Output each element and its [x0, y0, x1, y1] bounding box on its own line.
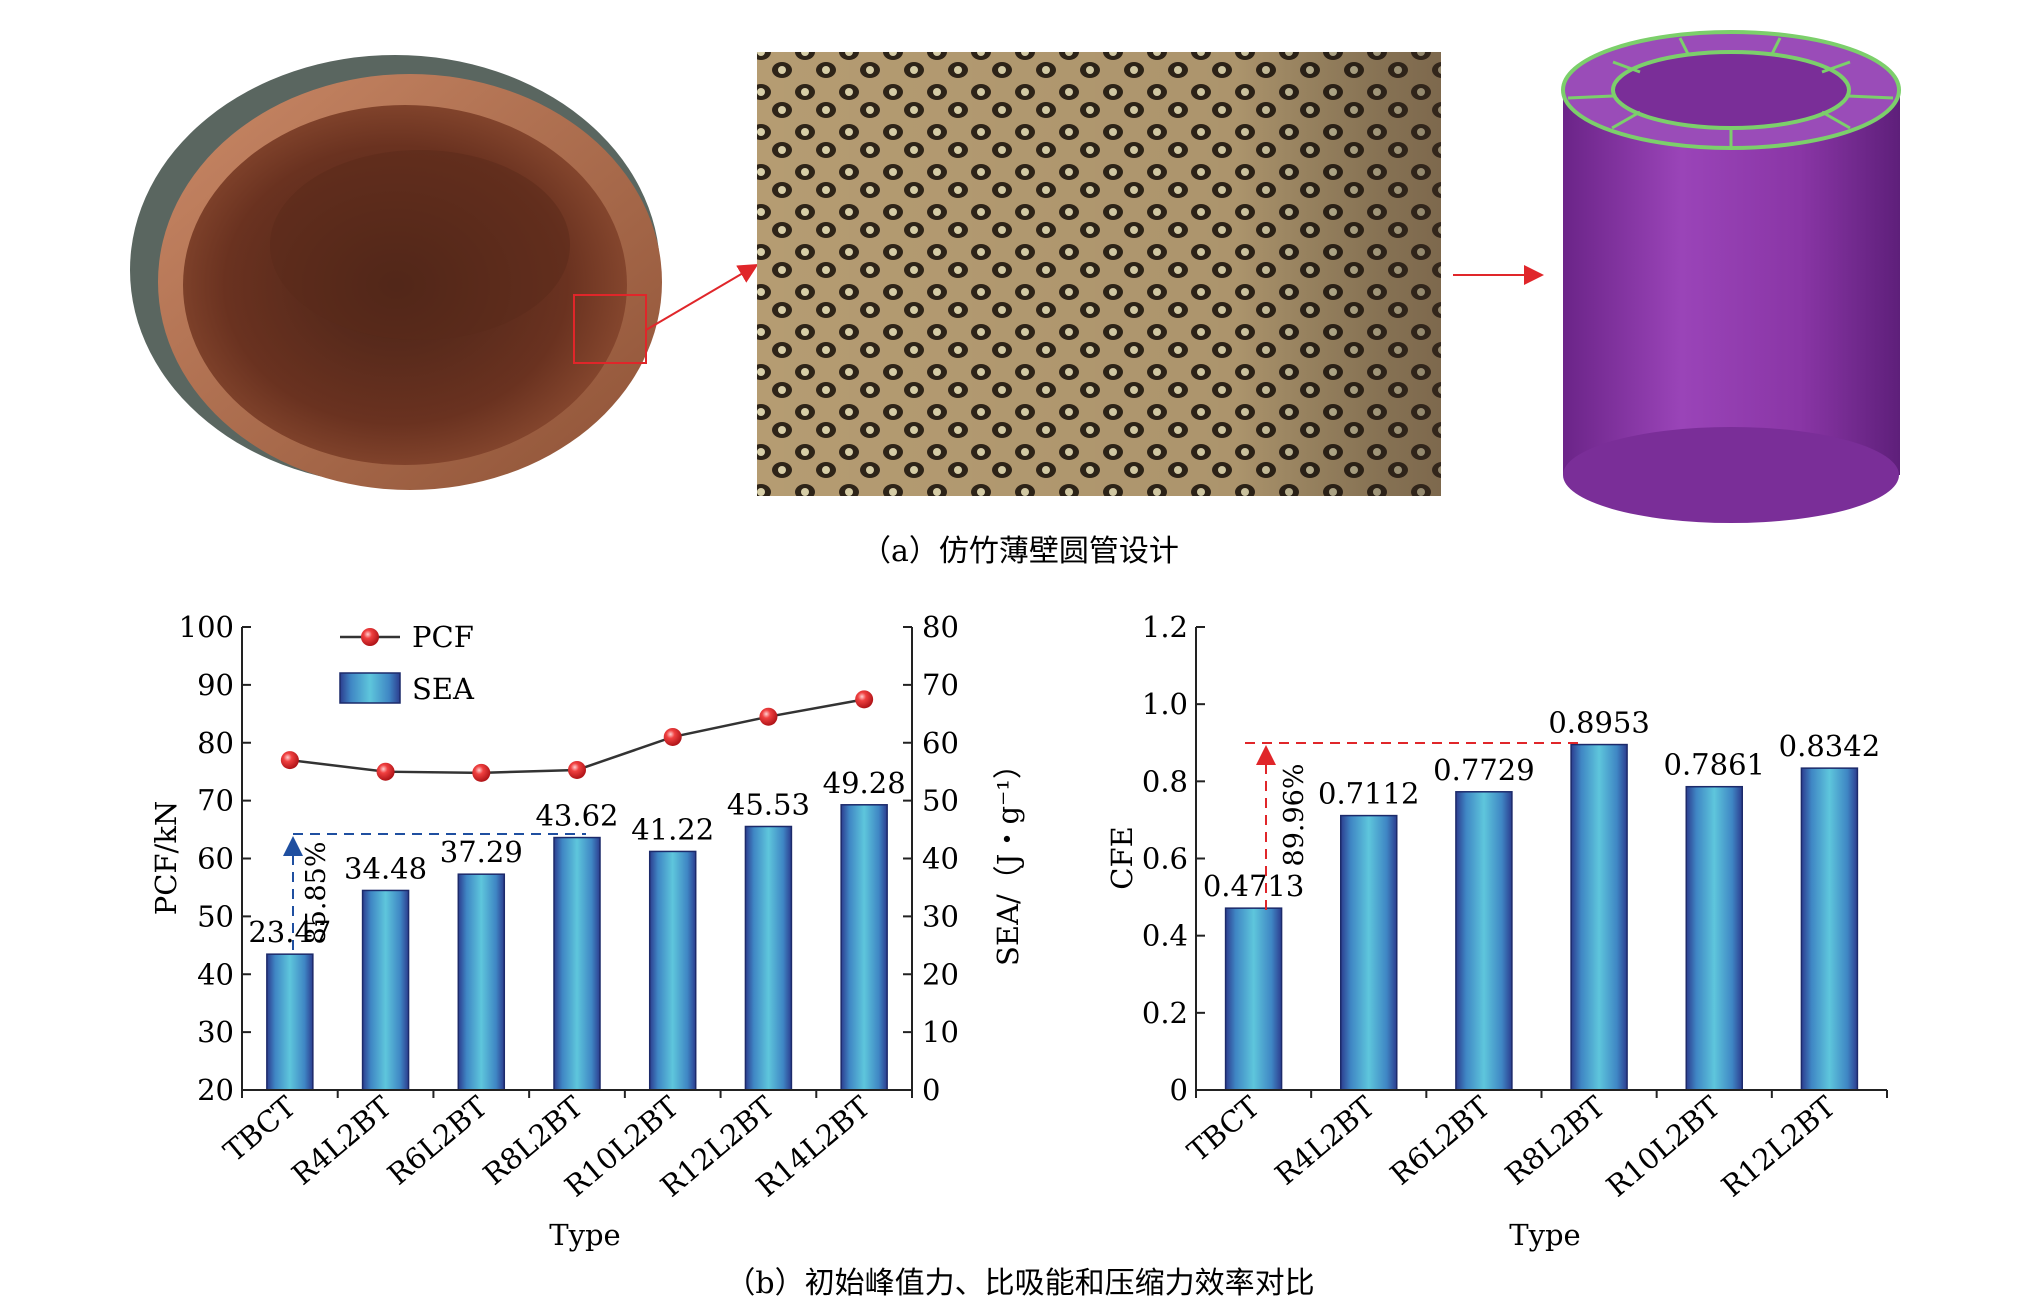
cfe-tick-label: 1.0 — [1142, 687, 1188, 721]
sea-increase-annotation: 85.85% — [301, 842, 332, 945]
sea-bar — [840, 804, 888, 1091]
cfe-bar — [1685, 785, 1743, 1091]
left-tick-label: 20 — [197, 1073, 234, 1107]
pcf-point — [376, 762, 395, 781]
pcf-point — [568, 760, 586, 779]
pcf-point — [472, 763, 491, 782]
right-tick-label: 80 — [922, 610, 959, 644]
cfe-increase-annotation: 89.96% — [1279, 764, 1310, 867]
left-tick-label: 50 — [197, 899, 234, 933]
left-tick-label: 40 — [197, 957, 234, 991]
sea-data-label: 49.28 — [823, 766, 906, 800]
legend-pcf-label: PCF — [412, 620, 474, 654]
left-tick-label: 60 — [197, 842, 234, 876]
sea-axis-title: SEA/（J・g⁻¹） — [991, 750, 1025, 966]
pcf-axis-title: PCF/kN — [149, 801, 183, 916]
sea-data-label: 23.47 — [248, 915, 331, 949]
cfe-tick-label: 0.4 — [1142, 919, 1188, 953]
cfe-data-label: 0.8342 — [1779, 729, 1880, 763]
sea-bar — [744, 825, 793, 1091]
cfe-bar — [1224, 907, 1283, 1091]
right-tick-label: 0 — [922, 1073, 940, 1107]
sea-data-label: 41.22 — [631, 812, 714, 846]
pcf-point — [855, 690, 874, 709]
right-tick-label: 40 — [922, 842, 959, 876]
category-label: R6L2BT — [1384, 1089, 1497, 1192]
cfe-data-label: 0.8953 — [1548, 706, 1649, 740]
pcf-point — [280, 751, 299, 770]
left-tick-label: 100 — [179, 610, 234, 644]
sea-bar — [457, 873, 506, 1091]
sea-bar — [648, 850, 697, 1091]
left-tick-label: 90 — [197, 668, 234, 702]
cfe-tick-label: 1.2 — [1142, 610, 1188, 644]
right-tick-label: 70 — [922, 668, 959, 702]
cfe-tick-label: 0 — [1170, 1073, 1188, 1107]
category-label: R6L2BT — [381, 1089, 494, 1192]
legend-sea-label: SEA — [412, 672, 475, 706]
cfe-tick-label: 0.2 — [1142, 996, 1188, 1030]
pcf-point — [759, 707, 778, 726]
caption-b: （b）初始峰值力、比吸能和压缩力效率对比 — [725, 1266, 1314, 1301]
right-tick-label: 20 — [922, 957, 959, 991]
left-tick-label: 70 — [197, 784, 234, 818]
right-tick-label: 30 — [922, 899, 959, 933]
cfe-bar — [1340, 814, 1398, 1091]
category-label: R10L2BT — [1600, 1089, 1727, 1204]
category-label: R4L2BT — [285, 1089, 398, 1192]
cfe-data-label: 0.7729 — [1433, 753, 1534, 787]
cfe-tick-label: 0.6 — [1142, 842, 1188, 876]
cfe-axis-title: CFE — [1105, 826, 1139, 889]
cfe-bar — [1570, 743, 1628, 1091]
cfe-data-label: 0.7861 — [1664, 748, 1765, 782]
legend-sea-swatch — [339, 672, 401, 704]
bionic-tube-model — [1561, 30, 1901, 523]
caption-a: （a）仿竹薄壁圆管设计 — [861, 534, 1179, 569]
sea-data-label: 43.62 — [535, 799, 618, 833]
chart1-x-axis-title: Type — [549, 1218, 620, 1252]
right-tick-label: 10 — [922, 1015, 959, 1049]
cfe-tick-label: 0.8 — [1142, 764, 1188, 798]
category-label: R12L2BT — [1715, 1089, 1842, 1204]
sea-bar — [553, 836, 601, 1091]
category-label: R8L2BT — [1499, 1089, 1612, 1192]
cfe-bar — [1800, 767, 1859, 1091]
category-label: R4L2BT — [1268, 1089, 1381, 1192]
sea-data-label: 34.48 — [344, 851, 427, 885]
sea-bar — [266, 953, 314, 1091]
chart2-x-axis-title: Type — [1509, 1218, 1580, 1252]
legend-pcf-marker — [361, 628, 379, 646]
zoom-pointer-arrow — [645, 263, 759, 331]
sea-bar — [361, 889, 410, 1091]
cfe-chart: 1.2 1.0 0.8 0.6 0.4 0.2 0 TBCT R4L2BT R6L2BT R8L2… — [1105, 610, 1888, 1252]
right-tick-label: 50 — [922, 784, 959, 818]
cfe-data-label: 0.7112 — [1318, 777, 1419, 811]
left-tick-label: 80 — [197, 726, 234, 760]
category-label: TBCT — [1181, 1089, 1267, 1169]
right-tick-label: 60 — [922, 726, 959, 760]
sea-data-label: 45.53 — [727, 787, 810, 821]
sea-data-label: 37.29 — [440, 835, 523, 869]
left-tick-label: 30 — [197, 1015, 234, 1049]
bamboo-microstructure-photo — [757, 52, 1441, 496]
cfe-data-label: 0.4713 — [1203, 869, 1304, 903]
pcf-point — [663, 727, 682, 746]
legend: PCF SEA — [339, 620, 475, 706]
cfe-bar — [1455, 791, 1513, 1091]
bamboo-cross-section-photo — [130, 55, 662, 490]
